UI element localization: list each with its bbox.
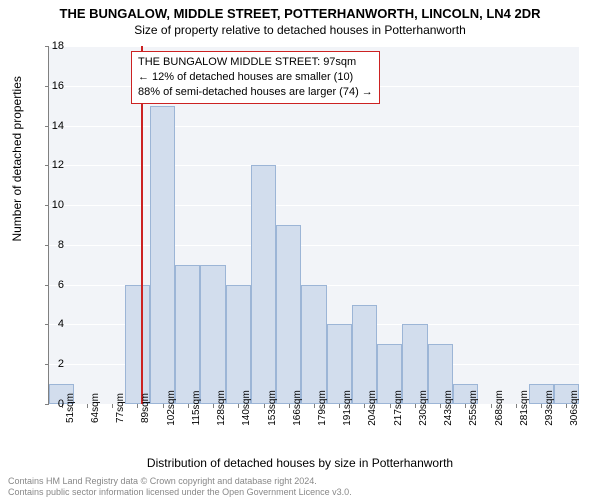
x-tick-mark	[364, 404, 365, 408]
y-tick-label: 14	[52, 120, 64, 132]
x-tick-mark	[188, 404, 189, 408]
x-tick-label: 204sqm	[367, 390, 378, 426]
y-tick-label: 6	[58, 279, 64, 291]
x-tick-label: 268sqm	[494, 390, 505, 426]
x-tick-mark	[314, 404, 315, 408]
y-axis-label: Number of detached properties	[10, 76, 24, 241]
x-tick-mark	[440, 404, 441, 408]
y-tick-label: 0	[58, 398, 64, 410]
annotation-line: 88% of semi-detached houses are larger (…	[138, 85, 373, 100]
y-tick-mark	[45, 126, 49, 127]
x-tick-label: 191sqm	[342, 390, 353, 426]
x-tick-label: 179sqm	[317, 390, 328, 426]
histogram-chart: THE BUNGALOW, MIDDLE STREET, POTTERHANWO…	[0, 0, 600, 500]
x-tick-mark	[541, 404, 542, 408]
y-tick-label: 18	[52, 40, 64, 52]
y-tick-mark	[45, 285, 49, 286]
x-tick-label: 243sqm	[443, 390, 454, 426]
footer-line-2: Contains public sector information licen…	[8, 487, 352, 498]
y-tick-label: 12	[52, 159, 64, 171]
x-tick-mark	[491, 404, 492, 408]
x-tick-label: 230sqm	[418, 390, 429, 426]
gridline	[49, 165, 579, 166]
x-tick-mark	[390, 404, 391, 408]
chart-title: THE BUNGALOW, MIDDLE STREET, POTTERHANWO…	[0, 0, 600, 21]
x-tick-label: 115sqm	[191, 391, 202, 426]
x-tick-mark	[339, 404, 340, 408]
footer-attribution: Contains HM Land Registry data © Crown c…	[8, 476, 352, 498]
footer-line-1: Contains HM Land Registry data © Crown c…	[8, 476, 352, 487]
x-tick-mark	[112, 404, 113, 408]
x-tick-mark	[415, 404, 416, 408]
histogram-bar	[352, 305, 377, 404]
x-tick-mark	[238, 404, 239, 408]
x-tick-label: 217sqm	[393, 390, 404, 426]
x-tick-mark	[137, 404, 138, 408]
x-tick-label: 293sqm	[544, 390, 555, 426]
annotation-box: THE BUNGALOW MIDDLE STREET: 97sqm← 12% o…	[131, 51, 380, 104]
x-tick-mark	[163, 404, 164, 408]
x-tick-label: 255sqm	[468, 390, 479, 426]
histogram-bar	[276, 225, 301, 404]
histogram-bar	[251, 165, 276, 404]
x-tick-mark	[213, 404, 214, 408]
y-tick-label: 2	[58, 358, 64, 370]
y-tick-mark	[45, 205, 49, 206]
gridline	[49, 46, 579, 47]
gridline	[49, 126, 579, 127]
y-tick-mark	[45, 86, 49, 87]
annotation-line: THE BUNGALOW MIDDLE STREET: 97sqm	[138, 55, 373, 70]
y-tick-mark	[45, 165, 49, 166]
y-tick-label: 8	[58, 239, 64, 251]
y-tick-mark	[45, 324, 49, 325]
x-tick-label: 281sqm	[519, 390, 530, 426]
x-tick-label: 153sqm	[267, 390, 278, 426]
x-axis-label: Distribution of detached houses by size …	[0, 456, 600, 470]
histogram-bar	[226, 285, 251, 404]
y-tick-label: 10	[52, 199, 64, 211]
x-tick-label: 64sqm	[90, 393, 101, 423]
y-tick-mark	[45, 245, 49, 246]
x-tick-label: 128sqm	[216, 390, 227, 426]
gridline	[49, 245, 579, 246]
x-tick-mark	[87, 404, 88, 408]
x-tick-label: 140sqm	[241, 390, 252, 426]
y-tick-mark	[45, 46, 49, 47]
histogram-bar	[200, 265, 225, 404]
histogram-bar	[301, 285, 326, 404]
x-tick-mark	[264, 404, 265, 408]
x-tick-mark	[566, 404, 567, 408]
x-tick-label: 51sqm	[65, 393, 76, 423]
x-tick-label: 89sqm	[140, 393, 151, 423]
chart-subtitle: Size of property relative to detached ho…	[0, 21, 600, 37]
y-tick-label: 4	[58, 318, 64, 330]
gridline	[49, 205, 579, 206]
x-tick-mark	[289, 404, 290, 408]
plot-area: THE BUNGALOW MIDDLE STREET: 97sqm← 12% o…	[48, 46, 579, 405]
histogram-bar	[175, 265, 200, 404]
y-tick-label: 16	[52, 80, 64, 92]
y-tick-mark	[45, 364, 49, 365]
x-tick-label: 102sqm	[166, 390, 177, 426]
x-tick-label: 77sqm	[115, 393, 126, 423]
annotation-line: ← 12% of detached houses are smaller (10…	[138, 70, 373, 85]
x-tick-label: 306sqm	[569, 390, 580, 426]
histogram-bar	[150, 106, 175, 404]
histogram-bar	[125, 285, 150, 404]
x-tick-mark	[465, 404, 466, 408]
x-tick-mark	[516, 404, 517, 408]
y-tick-mark	[45, 404, 49, 405]
x-tick-label: 166sqm	[292, 390, 303, 426]
